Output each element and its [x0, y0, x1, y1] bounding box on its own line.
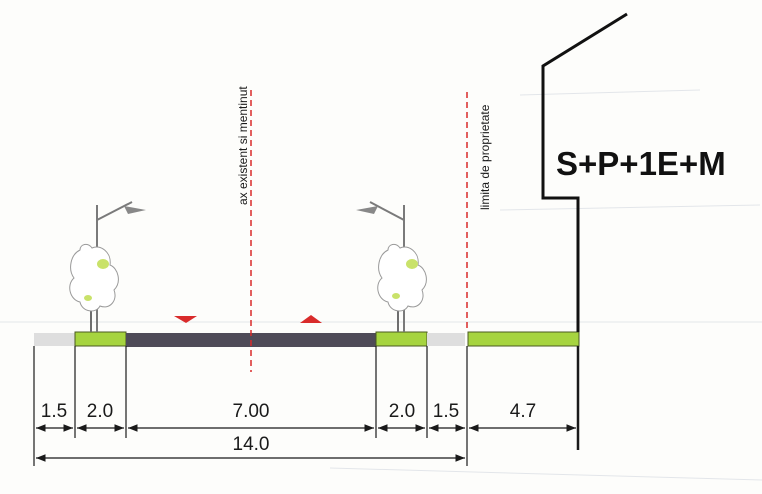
sidewalk-right: [427, 333, 465, 346]
surface-strips: [34, 331, 580, 347]
existing-axis-label: ax existent si mentinut: [236, 86, 250, 205]
segment-label-5: 1.5: [433, 401, 459, 422]
total-width-label: 14.0: [233, 434, 270, 455]
lane-direction-marker-right: [300, 315, 322, 323]
tree-left: [69, 243, 119, 332]
segment-label-2: 2.0: [87, 401, 113, 422]
segment-label-6: 4.7: [510, 401, 536, 422]
lane-direction-marker-left: [174, 316, 197, 323]
background-sketch: [0, 89, 762, 481]
segment-label-1: 1.5: [41, 401, 67, 422]
sidewalk-left: [34, 333, 75, 346]
segment-label-4: 2.0: [389, 401, 415, 422]
property-limit-label: limita de proprietate: [478, 104, 492, 210]
segment-label-3: 7.00: [233, 401, 270, 422]
building-outline: [541, 12, 628, 332]
green-strip-property: [467, 331, 580, 347]
dimension-extension-lines: [33, 346, 580, 466]
building-height-label: S+P+1E+M: [556, 145, 726, 182]
green-strip-left: [74, 331, 127, 347]
tree-right: [377, 243, 427, 332]
green-strip-right: [375, 331, 428, 347]
